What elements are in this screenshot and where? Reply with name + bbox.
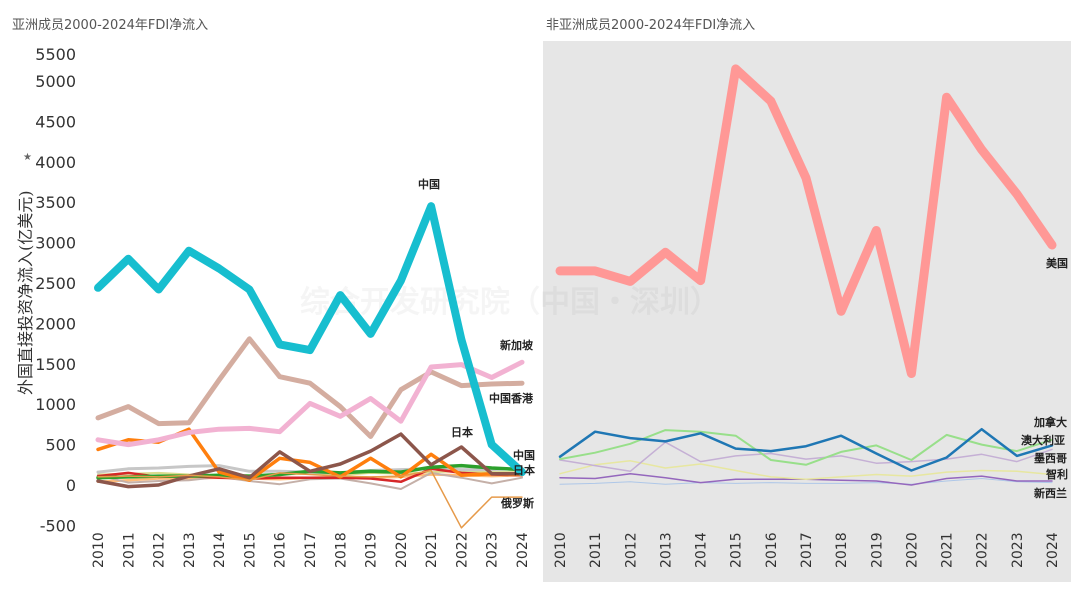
x-tick-label: 2018 [834, 532, 850, 568]
x-tick-label: 2021 [940, 532, 956, 568]
y-tick-label: 1000 [35, 395, 76, 414]
series-label: 中国 [418, 177, 440, 191]
series-line-中国 [94, 202, 526, 477]
x-tick-label: 2012 [152, 532, 168, 568]
x-tick-label: 2014 [212, 532, 228, 568]
x-tick-label: 2023 [1010, 532, 1026, 568]
series-label: 墨西哥 [1034, 452, 1067, 465]
y-tick-label: -500 [40, 516, 76, 535]
x-tick-label: 2012 [623, 532, 639, 568]
series-label: 美国 [1046, 256, 1068, 270]
x-tick-label: 2022 [454, 532, 470, 568]
x-tick-label: 2019 [364, 532, 380, 568]
series-line-加拿大 [558, 427, 1054, 472]
series-line-智利 [559, 460, 1053, 481]
watermark-text: 综合开发研究院（中国・深圳） [300, 285, 720, 320]
y-tick-label: 4500 [35, 112, 76, 131]
y-tick-label: 2000 [35, 314, 76, 333]
x-tick-label: 2017 [303, 532, 319, 568]
y-tick-label: 3500 [35, 193, 76, 212]
series-label: 新加坡 [500, 338, 534, 352]
x-tick-label: 2021 [424, 532, 440, 568]
series-label: 新西兰 [1034, 486, 1067, 500]
x-tick-label: 2010 [91, 532, 107, 568]
series-line-日本 [96, 432, 524, 489]
series-label: 智利 [1046, 467, 1068, 481]
x-tick-label: 2013 [182, 532, 198, 568]
y-tick-label: 4000 [35, 153, 76, 172]
x-tick-label: 2020 [394, 532, 410, 568]
x-tick-label: 2018 [333, 532, 349, 568]
x-tick-label: 2024 [1045, 532, 1061, 568]
series-label: 中国 [513, 448, 535, 462]
x-tick-label: 2015 [729, 532, 745, 568]
y-tick-label: 5000 [35, 72, 76, 91]
left-chart-title: 亚洲成员2000-2024年FDI净流入 [12, 18, 209, 33]
series-line-新加坡 [95, 359, 525, 448]
x-tick-label: 2010 [553, 532, 569, 568]
y-tick-label: 5500 [35, 45, 76, 64]
right-chart-background [543, 41, 1071, 582]
series-label: 日本 [451, 425, 473, 439]
x-tick-label: 2023 [485, 532, 501, 568]
series-line-新西兰 [559, 478, 1053, 485]
x-tick-label: 2016 [273, 532, 289, 568]
svg-text:★: ★ [23, 152, 32, 163]
watermark: 综合开发研究院（中国・深圳） [300, 285, 720, 320]
x-tick-label: 2013 [658, 532, 674, 568]
x-tick-label: 2016 [764, 532, 780, 568]
series-label: 日本 [513, 463, 535, 477]
x-tick-label: 2015 [242, 532, 258, 568]
series-line-墨西哥 [559, 441, 1053, 473]
x-tick-label: 2014 [694, 532, 710, 568]
y-tick-label: 3000 [35, 234, 76, 253]
y-tick-label: 500 [45, 436, 76, 455]
x-tick-label: 2019 [869, 532, 885, 568]
series-label: 澳大利亚 [1021, 433, 1065, 447]
x-tick-label: 2017 [799, 532, 815, 568]
x-tick-label: 2024 [515, 532, 531, 568]
x-tick-label: 2022 [975, 532, 991, 568]
pin-icon: ★ [23, 152, 32, 163]
x-tick-label: 2020 [904, 532, 920, 568]
x-tick-label: 2011 [588, 532, 604, 568]
series-label: 加拿大 [1033, 415, 1067, 429]
series-label: 俄罗斯 [500, 496, 534, 510]
series-line-美国 [555, 64, 1057, 378]
y-tick-label: 1500 [35, 355, 76, 374]
series-line-俄罗斯 [97, 469, 523, 529]
y-tick-label: 2500 [35, 274, 76, 293]
y-axis-label: 外国直接投资净流入(亿美元) [16, 191, 35, 396]
series-line-中国香港 [95, 336, 525, 439]
series-label: 中国香港 [489, 391, 534, 405]
right-chart-title: 非亚洲成员2000-2024年FDI净流入 [546, 18, 756, 33]
y-tick-label: 0 [66, 476, 76, 495]
x-tick-label: 2011 [121, 532, 137, 568]
